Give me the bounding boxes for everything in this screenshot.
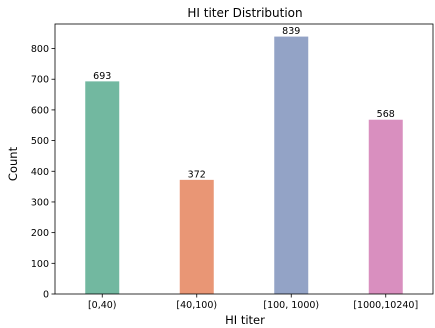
bars-group: 693 372 839 568 <box>85 26 403 295</box>
y-tick-label: 500 <box>31 136 49 147</box>
bar <box>85 81 120 294</box>
y-tick-label: 300 <box>31 197 49 208</box>
y-ticks-group: 0 100 200 300 400 500 600 700 800 <box>31 44 55 301</box>
y-tick-label: 0 <box>43 290 49 301</box>
bar-value-label: 372 <box>188 169 206 180</box>
bar-value-label: 693 <box>93 71 111 82</box>
x-tick-label: [100, 1000) <box>263 300 319 311</box>
y-tick-label: 100 <box>31 259 49 270</box>
bar-value-label: 839 <box>282 26 300 37</box>
x-tick-label: [0,40) <box>88 300 117 311</box>
bar <box>368 119 403 295</box>
bar-value-label: 568 <box>377 109 395 120</box>
y-tick-label: 700 <box>31 75 49 86</box>
x-axis-label: HI titer <box>225 313 265 327</box>
y-axis-label: Count <box>6 146 20 181</box>
bar <box>179 179 214 294</box>
y-tick-label: 600 <box>31 105 49 116</box>
x-tick-label: [1000,10240] <box>353 300 418 311</box>
plot-frame <box>54 23 434 295</box>
y-tick-label: 200 <box>31 228 49 239</box>
y-tick-label: 800 <box>31 44 49 55</box>
bar <box>274 36 309 295</box>
x-ticks-group: [0,40) [40,100) [100, 1000) [1000,10240] <box>88 294 418 311</box>
y-tick-label: 400 <box>31 167 49 178</box>
x-tick-label: [40,100) <box>176 300 217 311</box>
chart-title: HI titer Distribution <box>187 6 302 20</box>
